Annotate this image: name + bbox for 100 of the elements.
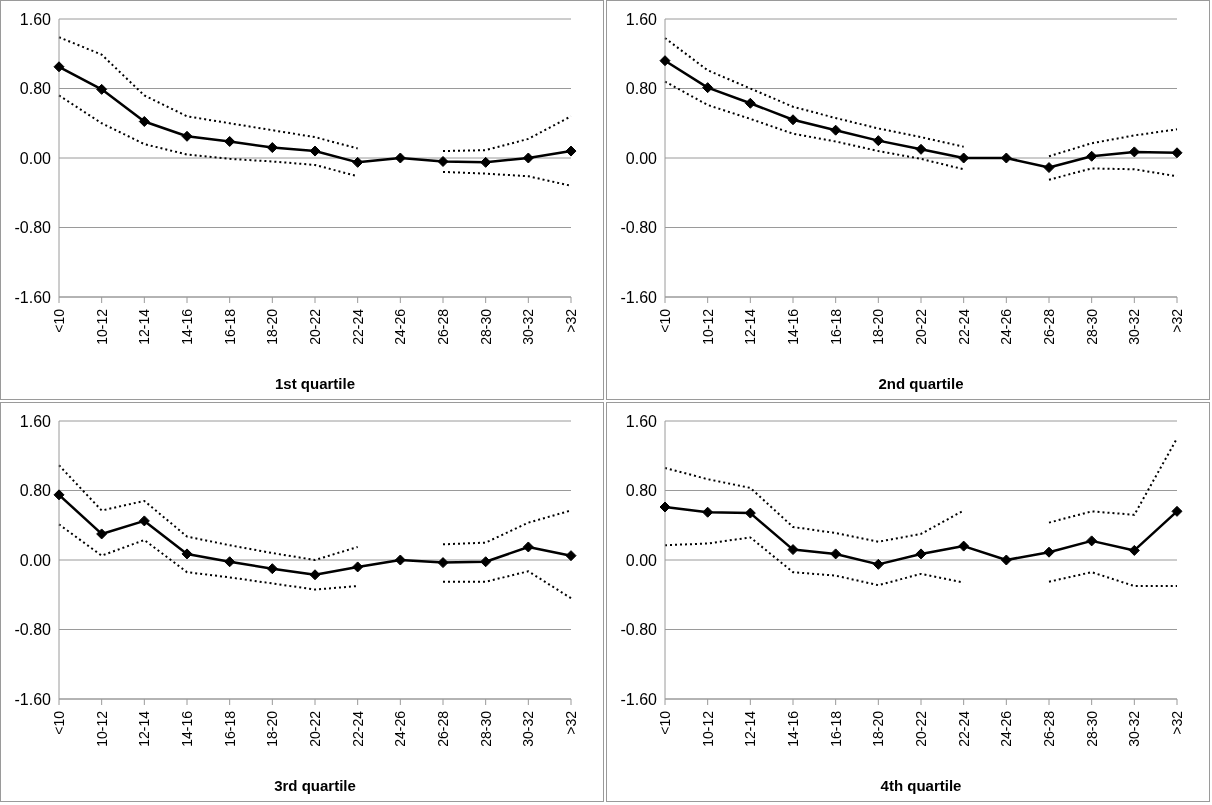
point bbox=[96, 83, 108, 95]
x-tick-label: 22-24 bbox=[349, 308, 366, 345]
point bbox=[309, 569, 321, 581]
point bbox=[830, 124, 842, 136]
point bbox=[394, 152, 406, 164]
x-tick-label: 30-32 bbox=[1126, 308, 1143, 345]
point bbox=[394, 554, 406, 566]
point bbox=[1128, 544, 1140, 556]
point bbox=[437, 557, 449, 569]
point bbox=[702, 82, 714, 94]
x-tick-label: 16-18 bbox=[221, 710, 238, 747]
point bbox=[309, 145, 321, 157]
point bbox=[224, 135, 236, 147]
point bbox=[565, 550, 577, 562]
y-tick-label: -1.60 bbox=[14, 690, 52, 708]
y-tick-label: 0.80 bbox=[19, 482, 52, 500]
point bbox=[915, 143, 927, 155]
point bbox=[1043, 546, 1055, 558]
point bbox=[224, 556, 236, 568]
point bbox=[96, 528, 108, 540]
point bbox=[352, 561, 364, 573]
x-tick-label: 28-30 bbox=[477, 710, 494, 747]
x-tick-label: >32 bbox=[563, 710, 579, 735]
point bbox=[872, 558, 884, 570]
x-tick-label: 18-20 bbox=[870, 308, 887, 345]
point bbox=[53, 61, 65, 73]
x-tick-label: 16-18 bbox=[827, 710, 844, 747]
point bbox=[1043, 162, 1055, 174]
y-tick-label: 1.60 bbox=[625, 10, 658, 28]
x-axis-title: 2nd quartile bbox=[878, 375, 964, 392]
x-tick-label: 18-20 bbox=[264, 710, 281, 747]
x-tick-label: 24-26 bbox=[998, 710, 1015, 747]
x-tick-label: 30-32 bbox=[520, 710, 537, 747]
y-tick-label: 0.80 bbox=[19, 80, 52, 98]
x-tick-label: 28-30 bbox=[477, 308, 494, 345]
x-tick-label: 20-22 bbox=[307, 710, 323, 747]
x-tick-label: >32 bbox=[563, 308, 579, 333]
x-tick-label: 22-24 bbox=[955, 308, 972, 345]
point bbox=[266, 142, 278, 154]
x-tick-label: 24-26 bbox=[392, 308, 409, 345]
point bbox=[830, 548, 842, 560]
y-tick-label: -1.60 bbox=[620, 288, 658, 306]
point bbox=[958, 540, 970, 552]
x-tick-label: 12-14 bbox=[136, 710, 153, 747]
x-tick-label: 10-12 bbox=[93, 710, 110, 747]
x-tick-label: >32 bbox=[1169, 308, 1185, 333]
y-tick-label: 0.80 bbox=[625, 80, 658, 98]
x-tick-label: 24-26 bbox=[998, 308, 1015, 345]
y-tick-label: -0.80 bbox=[14, 219, 52, 237]
x-tick-label: 12-14 bbox=[136, 308, 153, 345]
point bbox=[1000, 554, 1012, 566]
point bbox=[787, 544, 799, 556]
x-tick-label: 20-22 bbox=[913, 710, 929, 747]
x-tick-label: 26-28 bbox=[435, 710, 451, 747]
y-tick-label: 0.00 bbox=[19, 149, 52, 167]
x-tick-label: 10-12 bbox=[699, 308, 716, 345]
x-tick-label: 14-16 bbox=[785, 710, 801, 747]
y-tick-label: 0.00 bbox=[625, 149, 658, 167]
point bbox=[915, 548, 927, 560]
x-tick-label: 12-14 bbox=[742, 710, 759, 747]
x-tick-label: 20-22 bbox=[307, 308, 323, 345]
x-tick-label: 14-16 bbox=[785, 308, 801, 345]
y-tick-label: -0.80 bbox=[14, 621, 52, 639]
x-tick-label: 18-20 bbox=[264, 308, 281, 345]
y-tick-label: -1.60 bbox=[620, 690, 658, 708]
y-tick-label: 0.00 bbox=[19, 551, 52, 569]
y-tick-label: 1.60 bbox=[19, 10, 52, 28]
y-tick-label: 0.80 bbox=[625, 482, 658, 500]
x-tick-label: 10-12 bbox=[699, 710, 716, 747]
point bbox=[1171, 505, 1183, 517]
x-tick-label: 30-32 bbox=[1126, 710, 1143, 747]
point bbox=[659, 55, 671, 67]
x-tick-label: 16-18 bbox=[221, 308, 238, 345]
x-axis-title: 1st quartile bbox=[274, 375, 356, 392]
x-tick-label: 26-28 bbox=[1041, 308, 1057, 345]
x-tick-label: >32 bbox=[1169, 710, 1185, 735]
point bbox=[1171, 147, 1183, 159]
point bbox=[659, 501, 671, 513]
x-tick-label: <10 bbox=[51, 710, 67, 735]
x-tick-label: 14-16 bbox=[179, 308, 195, 345]
y-tick-label: -0.80 bbox=[620, 219, 658, 237]
point bbox=[437, 155, 449, 167]
y-tick-label: 0.00 bbox=[625, 551, 658, 569]
x-tick-label: 30-32 bbox=[520, 308, 537, 345]
x-tick-label: <10 bbox=[657, 308, 673, 333]
point bbox=[522, 541, 534, 553]
x-tick-label: 28-30 bbox=[1083, 710, 1100, 747]
y-tick-label: 1.60 bbox=[625, 412, 658, 430]
x-tick-label: 26-28 bbox=[435, 308, 451, 345]
x-tick-label: <10 bbox=[657, 710, 673, 735]
y-tick-label: -0.80 bbox=[620, 621, 658, 639]
point bbox=[480, 556, 492, 568]
point bbox=[266, 563, 278, 575]
x-tick-label: 28-30 bbox=[1083, 308, 1100, 345]
point bbox=[872, 135, 884, 147]
x-axis-title: 3rd quartile bbox=[274, 777, 356, 794]
point bbox=[138, 515, 150, 527]
x-axis-title: 4th quartile bbox=[880, 777, 962, 794]
x-tick-label: 14-16 bbox=[179, 710, 195, 747]
x-tick-label: 18-20 bbox=[870, 710, 887, 747]
